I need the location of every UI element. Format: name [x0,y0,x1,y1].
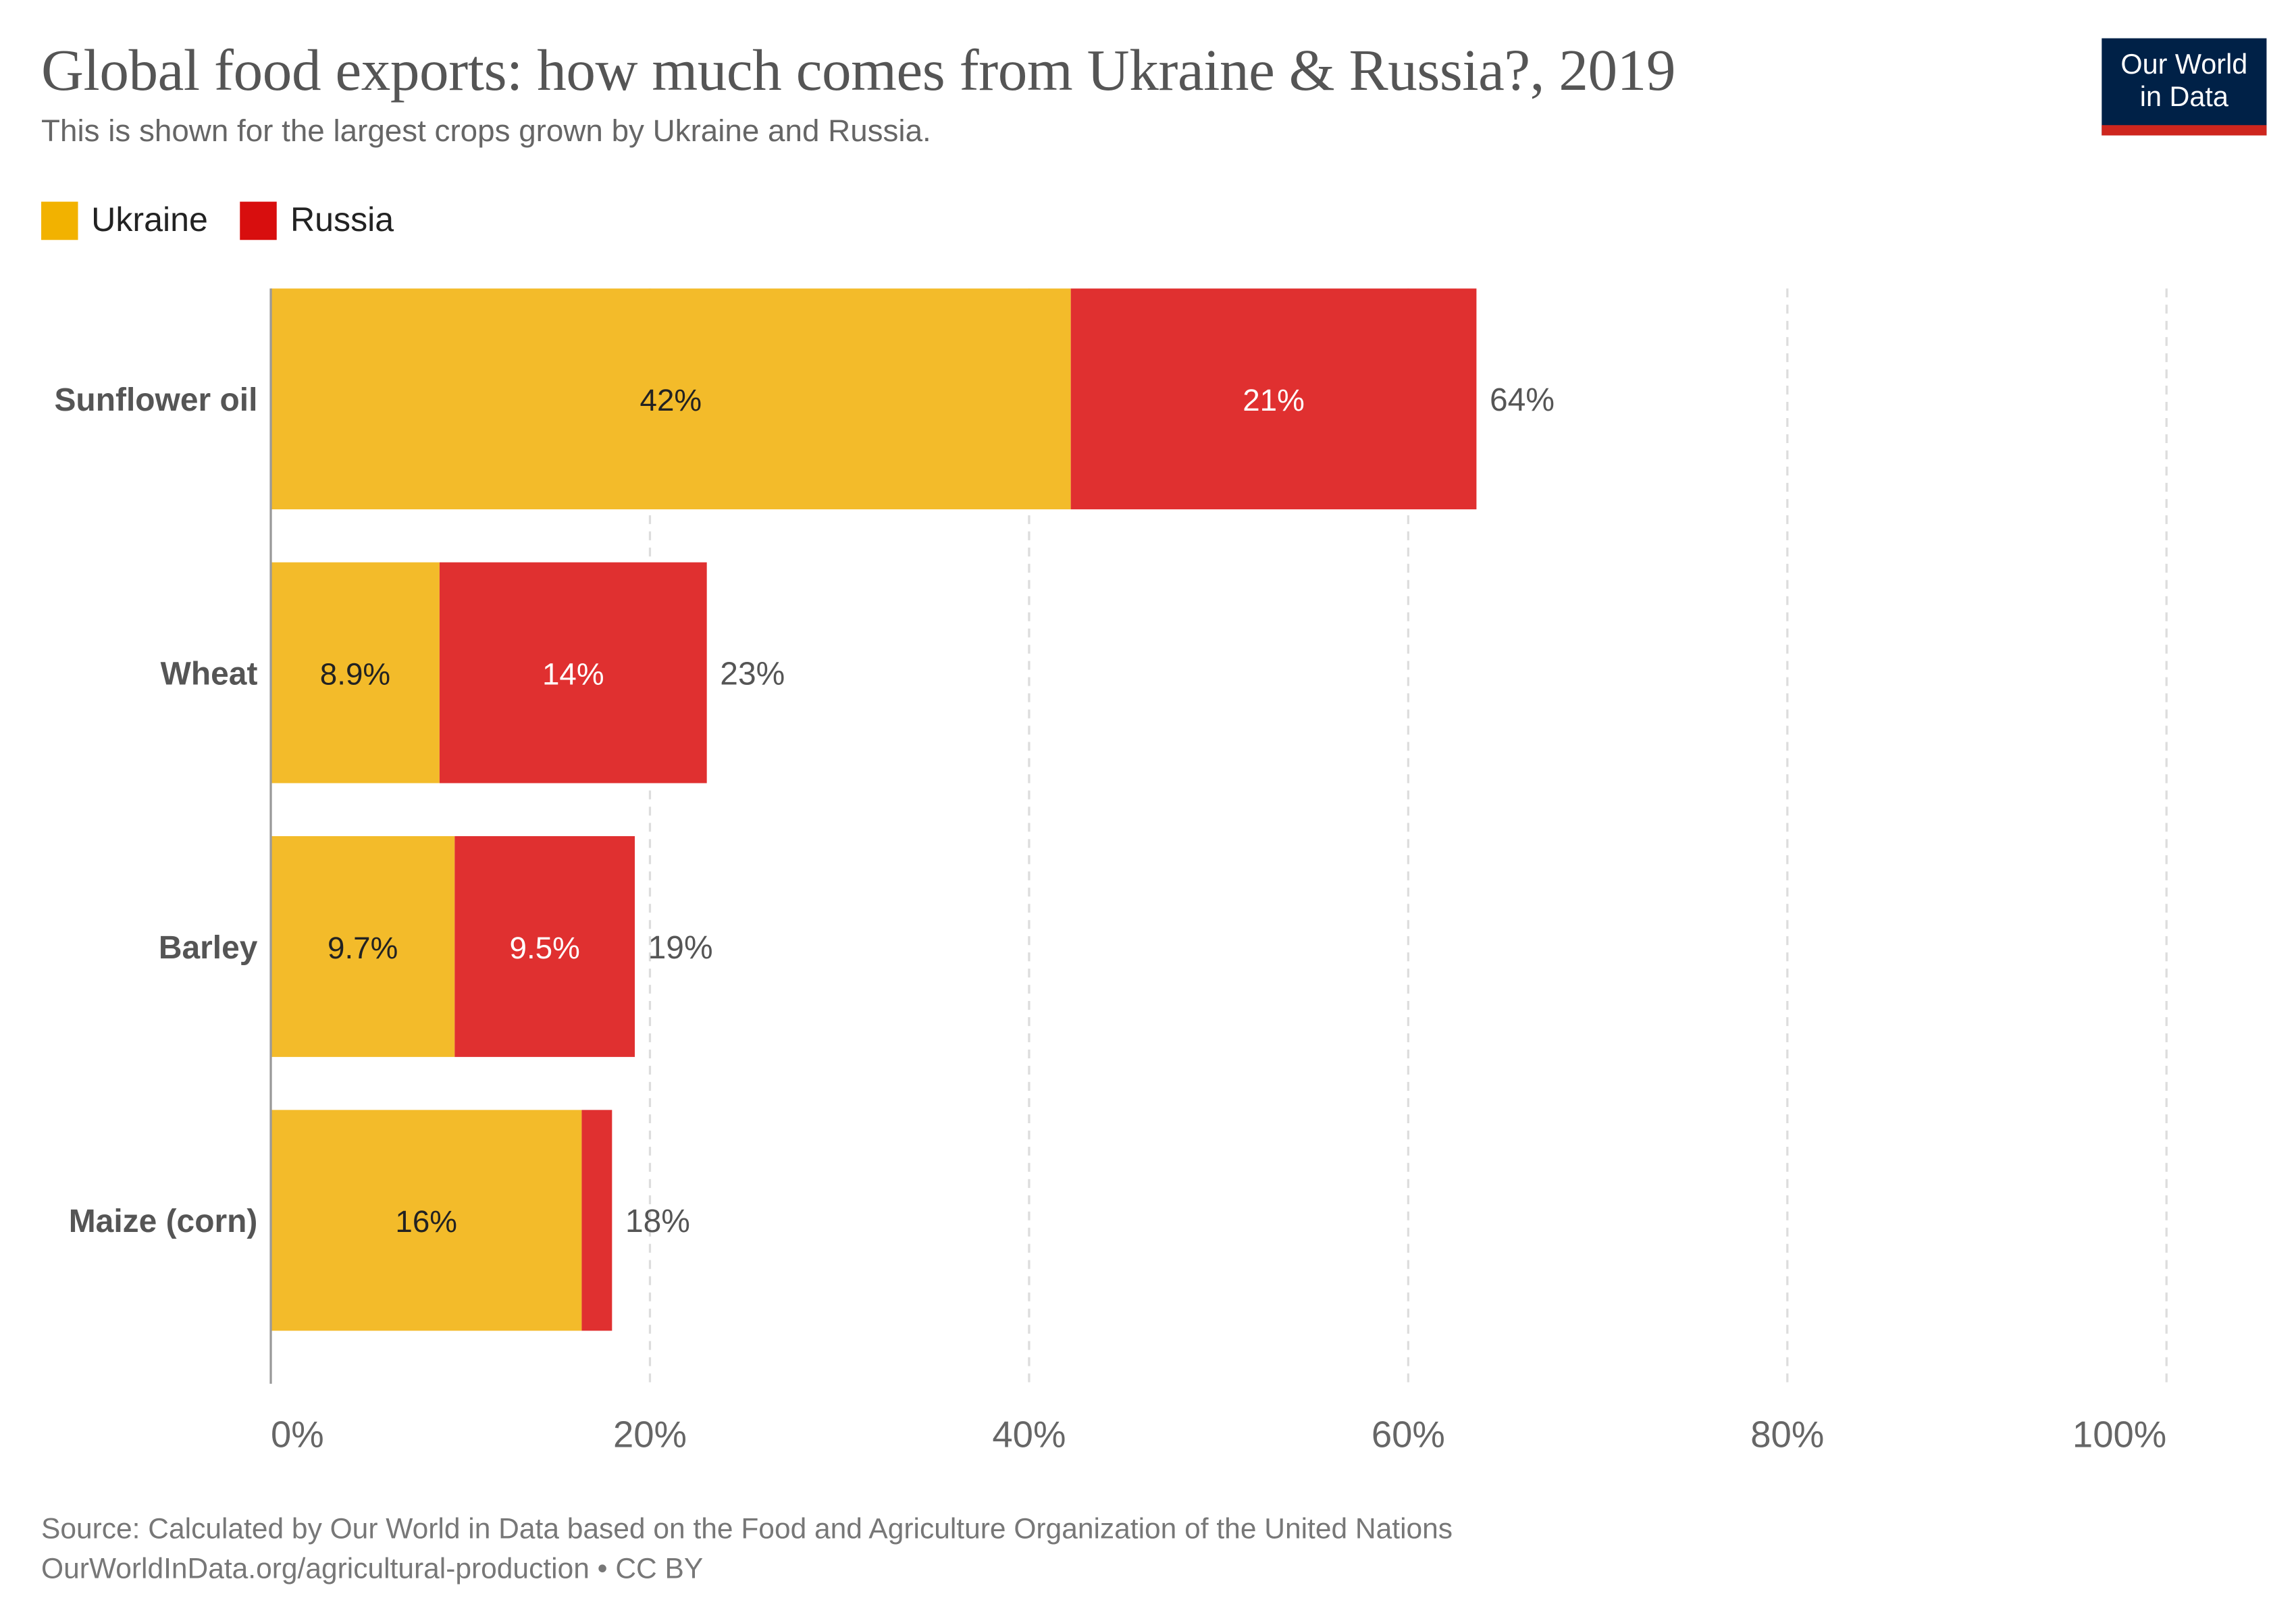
category-label: Wheat [161,656,258,692]
bar-russia [454,835,635,1057]
x-tick-label: 100% [2072,1414,2166,1455]
bar-value-label: 42% [640,383,702,417]
logo-line-1: Our World [2120,50,2248,81]
bar-ukraine [271,835,455,1057]
bar-russia [581,1110,612,1331]
bar-value-label: 16% [395,1204,457,1239]
x-tick-label: 80% [1750,1414,1824,1455]
bar-value-label: 9.5% [510,931,580,965]
bar-ukraine [271,1110,582,1331]
category-label: Maize (corn) [69,1204,258,1239]
total-label: 64% [1490,382,1555,418]
chart-title: Global food exports: how much comes from… [41,36,1675,103]
source-note: Source: Calculated by Our World in Data … [41,1513,1453,1546]
total-label: 19% [648,930,713,966]
legend-item-ukraine[interactable]: Ukraine [41,200,208,240]
legend: Ukraine Russia [41,200,426,240]
bar-ukraine [271,288,1071,510]
legend-label-russia: Russia [290,200,394,239]
x-tick-label: 0% [271,1414,324,1455]
bar-value-label: 14% [542,657,604,691]
total-label: 18% [625,1204,690,1239]
x-tick-label: 20% [613,1414,687,1455]
bar-russia [439,562,707,783]
owid-logo[interactable]: Our World in Data [2102,38,2267,136]
total-label: 23% [720,656,785,692]
legend-label-ukraine: Ukraine [91,200,208,239]
bar-value-label: 9.7% [328,931,398,965]
legend-item-russia[interactable]: Russia [240,200,394,240]
legend-swatch-ukraine [41,201,78,240]
source-url[interactable]: OurWorldInData.org/agricultural-producti… [41,1553,704,1586]
chart-subtitle: This is shown for the largest crops grow… [41,115,931,149]
logo-line-2: in Data [2139,82,2228,113]
x-tick-label: 60% [1372,1414,1445,1455]
legend-swatch-russia [240,201,278,240]
x-tick-label: 40% [992,1414,1066,1455]
bar-russia [1070,288,1477,510]
bar-ukraine [271,562,440,783]
category-label: Sunflower oil [54,382,257,418]
bar-value-label: 8.9% [320,657,390,691]
category-label: Barley [159,930,258,966]
bar-value-label: 21% [1243,383,1305,417]
